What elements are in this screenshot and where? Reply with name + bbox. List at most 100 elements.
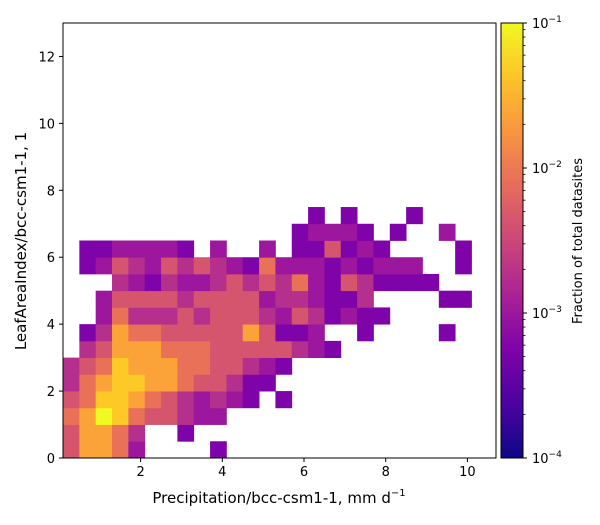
- heatmap-cell: [226, 324, 244, 342]
- heatmap-cell: [357, 307, 374, 325]
- heatmap-cell: [308, 324, 325, 342]
- heatmap-cell: [210, 290, 227, 308]
- heatmap-cell: [340, 257, 358, 275]
- heatmap-cell: [275, 273, 293, 292]
- heatmap-cell: [128, 391, 146, 409]
- heatmap-cell: [340, 223, 358, 241]
- heatmap-cell: [112, 374, 129, 392]
- heatmap-cell: [226, 307, 244, 325]
- heatmap-cell: [259, 240, 276, 258]
- heatmap-cell: [193, 307, 211, 325]
- heatmap-cell: [177, 374, 195, 392]
- heatmap-cell: [275, 340, 293, 359]
- heatmap-cell: [210, 391, 227, 409]
- heatmap-cell: [112, 407, 129, 425]
- heatmap-cell: [438, 290, 456, 308]
- x-axis-label: Precipitation/bcc-csm1-1, mm d−1: [152, 488, 405, 507]
- heatmap-cell: [226, 340, 244, 359]
- heatmap-cell: [161, 307, 178, 325]
- heatmap-cell: [210, 441, 227, 459]
- heatmap-cell: [324, 307, 342, 325]
- heatmap-cell: [193, 290, 211, 308]
- heatmap-cell: [308, 340, 325, 359]
- heatmap-cell: [438, 324, 456, 342]
- heatmap-cell: [79, 391, 97, 409]
- heatmap-cell: [340, 290, 358, 308]
- heatmap-cell: [275, 391, 293, 409]
- heatmap-cell: [193, 374, 211, 392]
- heatmap-cell: [357, 240, 374, 258]
- heatmap-cell: [291, 273, 309, 292]
- x-axis-ticks: 2 4 6 8 10: [136, 458, 476, 480]
- heatmap-cell: [112, 273, 129, 292]
- heatmap-cell: [308, 207, 325, 225]
- heatmap-cell: [455, 257, 472, 275]
- heatmap-cell: [95, 307, 113, 325]
- heatmap-cell: [226, 391, 244, 409]
- y-tick-label: 0: [47, 452, 55, 467]
- heatmap-cell: [259, 290, 276, 308]
- heatmap-cell: [275, 257, 293, 275]
- heatmap-cell: [242, 340, 260, 359]
- heatmap-cell: [63, 374, 80, 392]
- heatmap-cell: [291, 223, 309, 241]
- heatmap-cell: [144, 324, 162, 342]
- heatmap-cell: [210, 357, 227, 375]
- heatmap-cell: [79, 240, 97, 258]
- heatmap-cell: [259, 273, 276, 292]
- colorbar-ticks: 10−1 10−2 10−3 10−4: [523, 15, 562, 467]
- heatmap-cell: [144, 391, 162, 409]
- heatmap-cell: [193, 407, 211, 425]
- heatmap-cell: [210, 324, 227, 342]
- heatmap-cell: [128, 441, 146, 459]
- heatmap-cell: [275, 357, 293, 375]
- heatmap-cell: [63, 407, 80, 425]
- heatmap-cell: [193, 391, 211, 409]
- heatmap-cell: [308, 273, 325, 292]
- heatmap-cell: [193, 257, 211, 275]
- heatmap-cell: [275, 324, 293, 342]
- heatmap-cell: [63, 441, 80, 459]
- heatmap-cell: [79, 340, 97, 359]
- heatmap-cell: [226, 290, 244, 308]
- colorbar: [500, 22, 524, 459]
- heatmap-cell: [226, 257, 244, 275]
- heatmap-cell: [112, 290, 129, 308]
- heatmap-cell: [79, 374, 97, 392]
- heatmap-cell: [291, 257, 309, 275]
- heatmap-cell: [161, 391, 178, 409]
- heatmap-cell: [144, 240, 162, 258]
- heatmap-cell: [389, 223, 407, 241]
- heatmap-cell: [357, 223, 374, 241]
- heatmap-cell: [455, 290, 472, 308]
- heatmap-cell: [259, 307, 276, 325]
- heatmap-cell: [95, 290, 113, 308]
- heatmap-cell: [357, 290, 374, 308]
- heatmap-cell: [193, 273, 211, 292]
- heatmap-cell: [161, 407, 178, 425]
- heatmap-cell: [63, 357, 80, 375]
- heatmap-cell: [144, 357, 162, 375]
- heatmap-cells: [63, 207, 472, 459]
- heatmap-cell: [242, 357, 260, 375]
- x-tick-label: 4: [218, 465, 226, 480]
- heatmap-cell: [95, 340, 113, 359]
- y-tick-label: 12: [38, 50, 55, 65]
- heatmap-cell: [324, 290, 342, 308]
- heatmap-cell: [389, 257, 407, 275]
- heatmap-cell: [63, 391, 80, 409]
- heatmap-cell: [226, 374, 244, 392]
- heatmap-cell: [389, 273, 407, 292]
- heatmap-cell: [193, 324, 211, 342]
- heatmap-cell: [63, 424, 80, 442]
- heatmap-cell: [210, 273, 227, 292]
- heatmap-cell: [308, 307, 325, 325]
- heatmap-cell: [161, 324, 178, 342]
- heatmap-cell: [308, 240, 325, 258]
- heatmap-cell: [308, 223, 325, 241]
- heatmap-cell: [259, 357, 276, 375]
- heatmap-cell: [324, 257, 342, 275]
- heatmap-cell: [95, 424, 113, 442]
- heatmap-cell: [128, 374, 146, 392]
